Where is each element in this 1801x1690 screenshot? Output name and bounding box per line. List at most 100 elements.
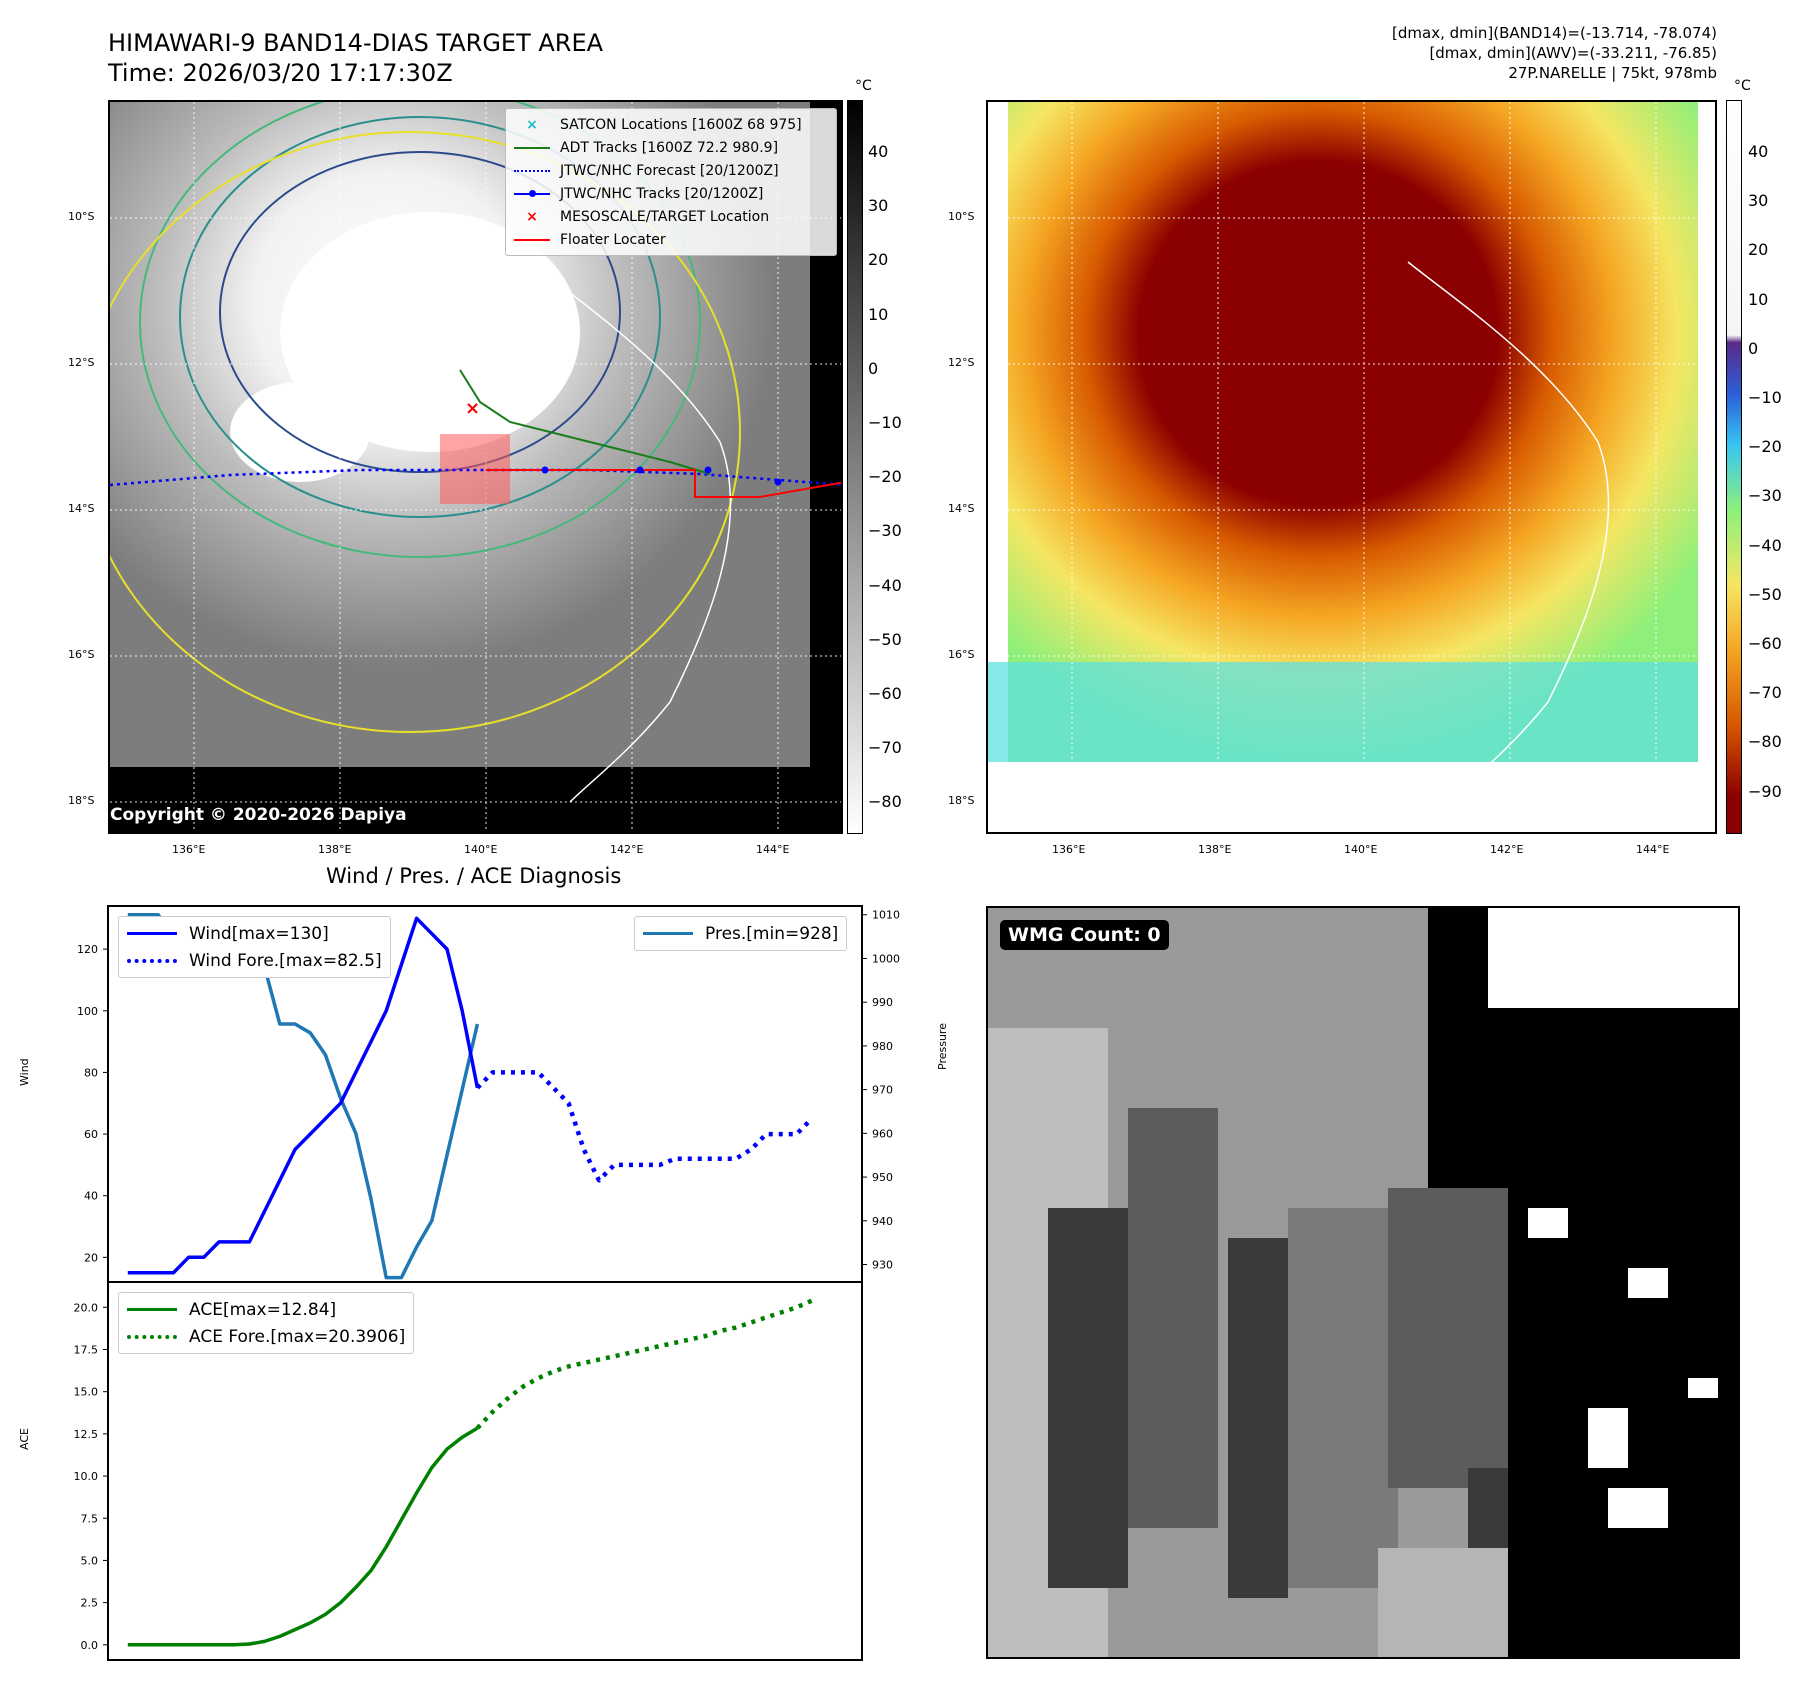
ace-legend: ACE[max=12.84] ACE Fore.[max=20.3906] [118,1292,415,1354]
legend-entry: ACE[max=12.84] [127,1296,405,1323]
dotted-line-icon [127,1330,177,1344]
colorbar-tick-label: 30 [868,196,889,216]
figure-title-line2: Time: 2026/03/20 17:17:30Z [108,59,453,87]
chart-title: Wind / Pres. / ACE Diagnosis [326,864,622,888]
legend-entry: JTWC/NHC Tracks [20/1200Z] [514,182,828,205]
colorbar-tick-label: −30 [868,521,902,541]
pressure-tick-label: 990 [872,996,893,1009]
wind-tick-label: 80 [84,1066,98,1079]
colorbar-tick-label: −60 [868,684,902,703]
lat-label: 16°S [948,648,975,661]
ace-tick-label: 10.0 [74,1470,99,1483]
svg-text:×: × [465,398,480,419]
wv-map-image [988,102,1715,832]
colorbar-tick-label: −40 [1748,535,1782,555]
ace-tick-label: 17.5 [74,1344,99,1357]
colorbar-tick-label: −80 [1748,732,1782,752]
lon-label: 136°E [172,843,206,856]
wind-tick-label: 20 [84,1251,98,1264]
wind-tick-label: 60 [84,1128,98,1141]
figure-title-line1: HIMAWARI-9 BAND14-DIAS TARGET AREA [108,29,604,57]
wind-forecast-line [475,1070,814,1183]
pressure-tick-label: 970 [872,1084,893,1097]
colorbar-tick-label: −10 [1748,388,1782,407]
x-marker-icon: × [526,208,538,225]
pressure-tick-label: 950 [872,1171,893,1184]
ace-tick-label: 7.5 [81,1512,99,1525]
pressure-tick-label: 960 [872,1127,893,1140]
pressure-tick-label: 980 [872,1040,893,1053]
legend-entry: Floater Locater [514,228,828,251]
ir-colorbar [847,100,863,834]
lat-label: 14°S [68,502,95,515]
wv-colorbar [1726,100,1742,834]
pressure-tick-label: 940 [872,1215,893,1228]
lat-label: 16°S [68,648,95,661]
wmg-panel [986,906,1740,1659]
ace-line [127,1426,479,1647]
colorbar-unit: °C [1734,78,1751,94]
lat-label: 12°S [68,356,95,369]
lon-label: 138°E [1198,843,1232,856]
chart-frame [107,905,863,1661]
colorbar-tick-label: 20 [1748,240,1769,260]
lat-label: 10°S [68,210,95,223]
wind-tick-label: 100 [77,1005,98,1018]
lon-label: 136°E [1052,843,1086,856]
lon-label: 140°E [464,843,498,856]
wind-axis-label: Wind [18,1058,31,1086]
colorbar-tick-label: 20 [868,250,889,270]
dotted-line-icon [127,954,177,968]
colorbar-tick-label: −30 [1748,486,1782,506]
wmg-count-badge: WMG Count: 0 [1000,920,1169,950]
lon-label: 142°E [1490,843,1524,856]
map-legend: × SATCON Locations [1600Z 68 975] ADT Tra… [505,108,837,256]
pressure-axis-label: Pressure [936,1023,949,1070]
colorbar-tick-label: −50 [868,629,902,649]
colorbar-tick-label: 10 [868,304,889,324]
legend-entry: Pres.[min=928] [643,920,838,947]
line-icon [643,927,693,941]
legend-entry: ACE Fore.[max=20.3906] [127,1323,405,1350]
legend-entry: ADT Tracks [1600Z 72.2 980.9] [514,136,828,159]
colorbar-tick-label: −70 [868,738,902,758]
colorbar-tick-label: 40 [1748,142,1769,161]
lon-label: 138°E [318,843,352,856]
line-icon [514,142,550,154]
colorbar-tick-label: −20 [868,467,902,487]
pressure-legend: Pres.[min=928] [634,916,848,951]
legend-entry: Wind Fore.[max=82.5] [127,947,382,974]
colorbar-tick-label: 40 [868,142,889,161]
colorbar-tick-label: −50 [1748,584,1782,604]
colorbar-tick-label: −90 [1748,781,1782,801]
wmg-image [988,908,1738,1657]
wv-map-panel [986,100,1717,834]
colorbar-tick-label: −20 [1748,437,1782,457]
lat-label: 18°S [68,794,95,807]
lon-label: 144°E [756,843,790,856]
dotted-line-icon [514,165,550,177]
legend-entry: × MESOSCALE/TARGET Location [514,205,828,228]
ace-tick-label: 20.0 [74,1301,99,1314]
colorbar-unit: °C [855,78,872,94]
line-icon [514,234,550,246]
line-icon [127,927,177,941]
colorbar-tick-label: 0 [868,358,879,378]
pressure-tick-label: 1010 [872,909,900,922]
colorbar-tick-label: 0 [1748,338,1759,358]
info-line3: 27P.NARELLE | 75kt, 978mb [1508,64,1717,82]
ace-tick-label: 5.0 [81,1554,99,1567]
lon-label: 144°E [1636,843,1670,856]
wind-tick-label: 40 [84,1190,98,1203]
pressure-tick-label: 1000 [872,952,900,965]
colorbar-tick-label: −10 [868,413,902,432]
colorbar-tick-label: 30 [1748,191,1769,211]
colorbar-tick-label: −40 [868,575,902,595]
ace-tick-label: 0.0 [81,1639,99,1652]
ace-tick-label: 12.5 [74,1428,99,1441]
legend-entry: JTWC/NHC Forecast [20/1200Z] [514,159,828,182]
colorbar-tick-label: 10 [1748,289,1769,309]
lat-label: 14°S [948,502,975,515]
legend-entry: Wind[max=130] [127,920,382,947]
lat-label: 18°S [948,794,975,807]
